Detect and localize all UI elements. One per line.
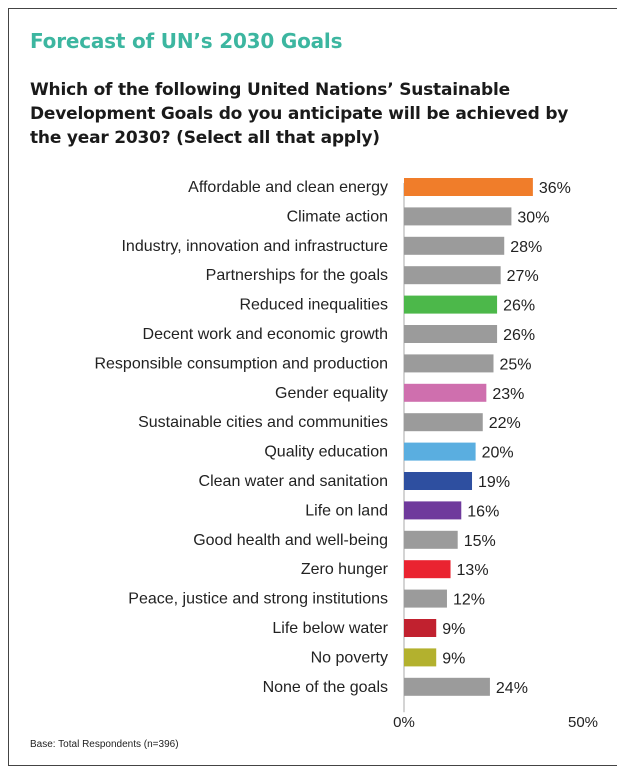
bar (404, 236, 505, 255)
bar (404, 413, 483, 432)
bar (404, 266, 501, 285)
category-label: Industry, innovation and infrastructure (121, 238, 388, 255)
value-label: 27% (507, 268, 539, 285)
value-label: 13% (457, 562, 489, 579)
bar (404, 677, 490, 696)
base-footnote: Base: Total Respondents (n=396) (30, 739, 179, 750)
value-label: 9% (442, 621, 465, 638)
category-label: No poverty (311, 649, 388, 666)
bar (404, 178, 533, 196)
chart-frame (8, 8, 617, 766)
bar (404, 383, 487, 402)
bar (404, 354, 494, 373)
value-label: 36% (539, 180, 571, 197)
bar (404, 560, 451, 579)
category-label: Responsible consumption and production (94, 355, 388, 372)
bar (404, 501, 462, 520)
value-label: 23% (492, 386, 524, 403)
category-label: Gender equality (275, 385, 388, 402)
bar (404, 442, 476, 461)
chart-title: Forecast of UN’s 2030 Goals (30, 29, 343, 53)
bar (404, 295, 498, 314)
survey-question: Which of the following United Nations’ S… (30, 80, 569, 148)
category-label: Life on land (305, 502, 388, 519)
category-label: Partnerships for the goals (206, 267, 388, 284)
category-label: Climate action (287, 208, 388, 225)
bar (404, 472, 473, 490)
value-label: 16% (467, 503, 499, 520)
value-label: 19% (478, 474, 510, 491)
value-label: 24% (496, 680, 528, 697)
category-label: Sustainable cities and communities (138, 414, 388, 431)
bar (404, 619, 437, 637)
value-label: 26% (503, 327, 535, 344)
category-label: Reduced inequalities (239, 297, 388, 314)
value-label: 12% (453, 592, 485, 609)
value-label: 9% (442, 650, 465, 667)
x-tick-label: 0% (393, 714, 415, 731)
category-label: Peace, justice and strong institutions (128, 591, 388, 608)
bar (404, 530, 458, 549)
bar (404, 648, 437, 667)
category-label: Clean water and sanitation (199, 473, 388, 490)
category-label: Quality education (264, 444, 388, 461)
category-label: Life below water (272, 620, 388, 637)
category-label: Good health and well-being (193, 532, 388, 549)
bar (404, 589, 447, 608)
category-label: None of the goals (263, 679, 388, 696)
value-label: 22% (489, 415, 521, 432)
value-label: 20% (482, 445, 514, 462)
value-label: 26% (503, 298, 535, 315)
category-label: Affordable and clean energy (188, 179, 388, 196)
category-label: Zero hunger (301, 561, 389, 578)
x-tick-label: 50% (568, 714, 598, 731)
value-label: 30% (517, 209, 549, 226)
category-label: Decent work and economic growth (143, 326, 388, 343)
value-label: 15% (464, 533, 496, 550)
value-label: 28% (510, 239, 542, 256)
bar (404, 325, 498, 343)
bar (404, 207, 512, 226)
value-label: 25% (500, 356, 532, 373)
